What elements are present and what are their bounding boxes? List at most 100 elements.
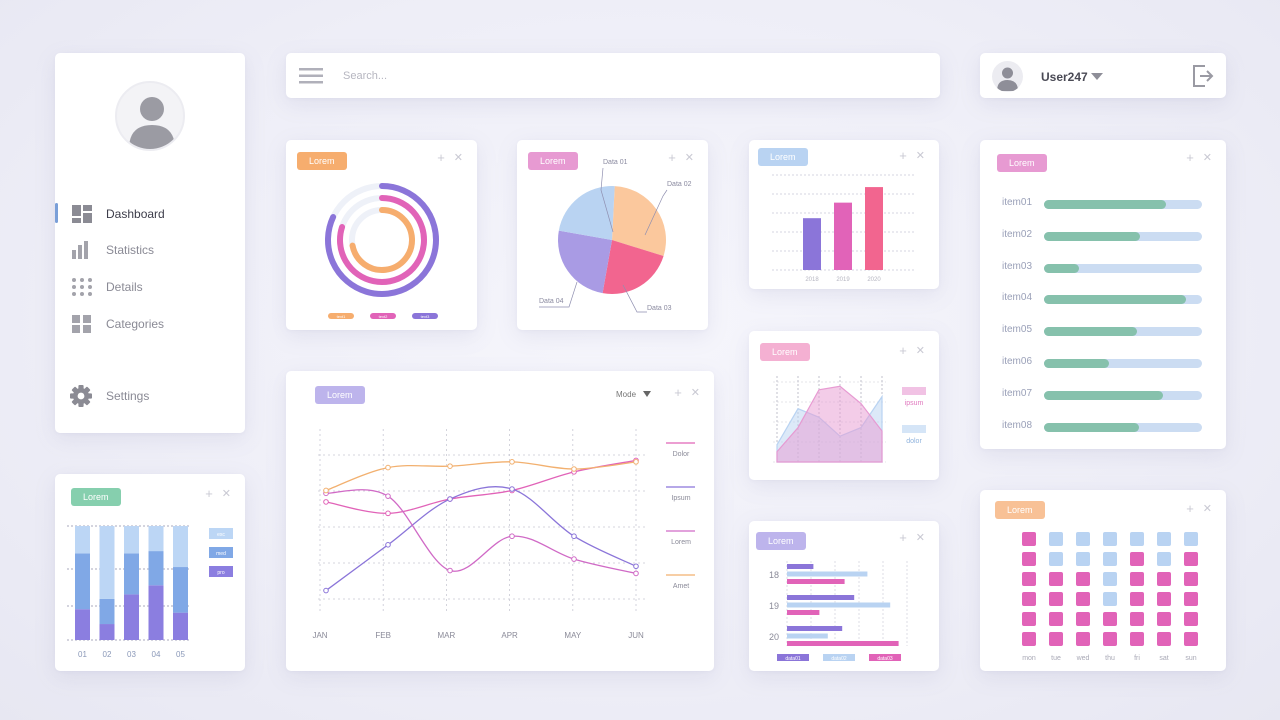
pie-chart: Data 01 Data 02 Data 03 Data 04	[539, 159, 692, 313]
search-bar[interactable]: Search...	[286, 53, 940, 98]
legend-label: med	[216, 551, 226, 557]
line-point	[323, 487, 329, 494]
x-tick-label: 05	[176, 650, 185, 659]
x-tick-label: APR	[501, 631, 518, 640]
close-icon[interactable]: ✕	[453, 152, 463, 164]
hbar-data02	[787, 571, 868, 577]
horizontal-bar-chart: 18 19 20 data01 data02 data03	[769, 561, 908, 662]
line-point	[385, 493, 391, 499]
ring-chart-card: Lorem + ✕ text1 text2 text3	[286, 140, 477, 330]
sidebar-item-categories[interactable]: Categories	[55, 313, 245, 335]
profile-avatar[interactable]	[115, 81, 185, 151]
year-bar-chart: 2018 2019 2020	[772, 174, 916, 283]
username[interactable]: User247	[1041, 70, 1088, 84]
progress-label: item06	[1002, 356, 1033, 367]
legend-label: data02	[831, 656, 847, 662]
stack-segment-pro	[99, 624, 115, 640]
search-input[interactable]: Search...	[343, 70, 388, 82]
progress-fill	[1044, 295, 1187, 305]
add-icon[interactable]: +	[1186, 150, 1194, 165]
line-series-lorem	[325, 489, 637, 575]
legend-label: text1	[337, 314, 346, 319]
heat-cell	[1157, 612, 1171, 626]
add-icon[interactable]: +	[437, 150, 445, 165]
x-tick-label: JUN	[628, 631, 644, 640]
progress-track	[1044, 231, 1202, 241]
legend-label: Ipsum	[671, 495, 690, 502]
add-icon[interactable]: +	[899, 343, 907, 358]
stack-segment-pro	[148, 585, 164, 640]
close-icon[interactable]: ✕	[915, 532, 925, 544]
add-icon[interactable]: +	[899, 148, 907, 163]
close-icon[interactable]: ✕	[221, 488, 231, 500]
legend-label: text3	[421, 314, 430, 319]
heat-cell	[1103, 572, 1117, 586]
progress-row: item08	[1002, 420, 1202, 434]
card-controls: + ✕	[899, 343, 925, 358]
heat-cell	[1157, 552, 1171, 566]
logout-icon[interactable]	[1193, 65, 1214, 87]
stacked-bar-chart: 01 02 03 04 05 exc med pro	[67, 525, 233, 659]
legend-swatch	[902, 387, 926, 395]
sidebar-item-statistics[interactable]: Statistics	[55, 239, 245, 261]
legend-swatch	[412, 313, 438, 319]
pie-slice-data-01	[612, 186, 666, 257]
horizontal-bar-chart-card: Lorem + ✕ 18 19 20 data01 data02 data03	[749, 521, 939, 671]
card-controls: + ✕	[674, 385, 700, 400]
progress-row: item07	[1002, 388, 1202, 402]
line-chart: JAN FEB MAR APR MAY JUN Dolor Ipsum Lorem Amet	[312, 429, 695, 640]
line-point	[447, 567, 453, 574]
bar-chart-icon	[72, 241, 88, 259]
add-icon[interactable]: +	[668, 150, 676, 165]
year-bar-chart-card: Lorem + ✕ 2018 2019 2020	[749, 140, 939, 289]
progress-track	[1044, 422, 1202, 432]
sidebar-item-label: Statistics	[106, 243, 155, 257]
add-icon[interactable]: +	[205, 486, 213, 501]
x-tick-label: 02	[103, 650, 112, 659]
stack-segment-med	[75, 553, 90, 610]
close-icon[interactable]: ✕	[1202, 152, 1212, 164]
sidebar-item-settings[interactable]: Settings	[55, 385, 245, 407]
heat-cell	[1022, 552, 1036, 566]
x-tick-label: 2018	[805, 277, 819, 283]
line-point	[633, 459, 639, 465]
card-tag: Lorem	[71, 488, 121, 506]
legend-swatch	[370, 313, 396, 319]
progress-row: item02	[1002, 229, 1202, 243]
add-icon[interactable]: +	[899, 530, 907, 545]
x-tick-label: 03	[127, 650, 136, 659]
heat-cell	[1022, 632, 1036, 646]
close-icon[interactable]: ✕	[915, 150, 925, 162]
legend-label: Dolor	[673, 451, 690, 458]
close-icon[interactable]: ✕	[690, 387, 700, 399]
hbar-data03	[787, 641, 899, 646]
stack-segment-exc	[99, 526, 115, 599]
sidebar-item-label: Categories	[106, 317, 165, 331]
close-icon[interactable]: ✕	[915, 345, 925, 357]
add-icon[interactable]: +	[674, 385, 682, 400]
legend-label: ipsum	[905, 400, 924, 407]
heat-cell	[1076, 552, 1090, 566]
progress-track	[1044, 295, 1202, 305]
progress-fill	[1044, 359, 1109, 368]
sidebar-item-dashboard[interactable]: Dashboard	[55, 203, 245, 225]
heat-cell	[1130, 612, 1144, 626]
sidebar-item-details[interactable]: Details	[55, 276, 245, 298]
close-icon[interactable]: ✕	[684, 152, 694, 164]
hamburger-menu-icon[interactable]	[299, 68, 323, 84]
user-avatar[interactable]	[992, 61, 1023, 92]
card-tag: Lorem	[315, 386, 365, 404]
add-icon[interactable]: +	[1186, 501, 1194, 516]
card-controls: + ✕	[437, 150, 463, 165]
chevron-down-icon[interactable]	[1091, 73, 1103, 81]
close-icon[interactable]: ✕	[1202, 503, 1212, 515]
pie-leader-line	[600, 167, 614, 233]
ring-arc-text2	[337, 195, 427, 285]
mode-select[interactable]: Mode	[616, 390, 652, 399]
mode-label: Mode	[616, 390, 637, 399]
legend-label: data03	[877, 656, 893, 662]
line-point	[509, 533, 515, 540]
hbar-data01	[787, 564, 814, 569]
x-tick-label: FEB	[375, 631, 391, 640]
hbar-data02	[787, 602, 891, 608]
